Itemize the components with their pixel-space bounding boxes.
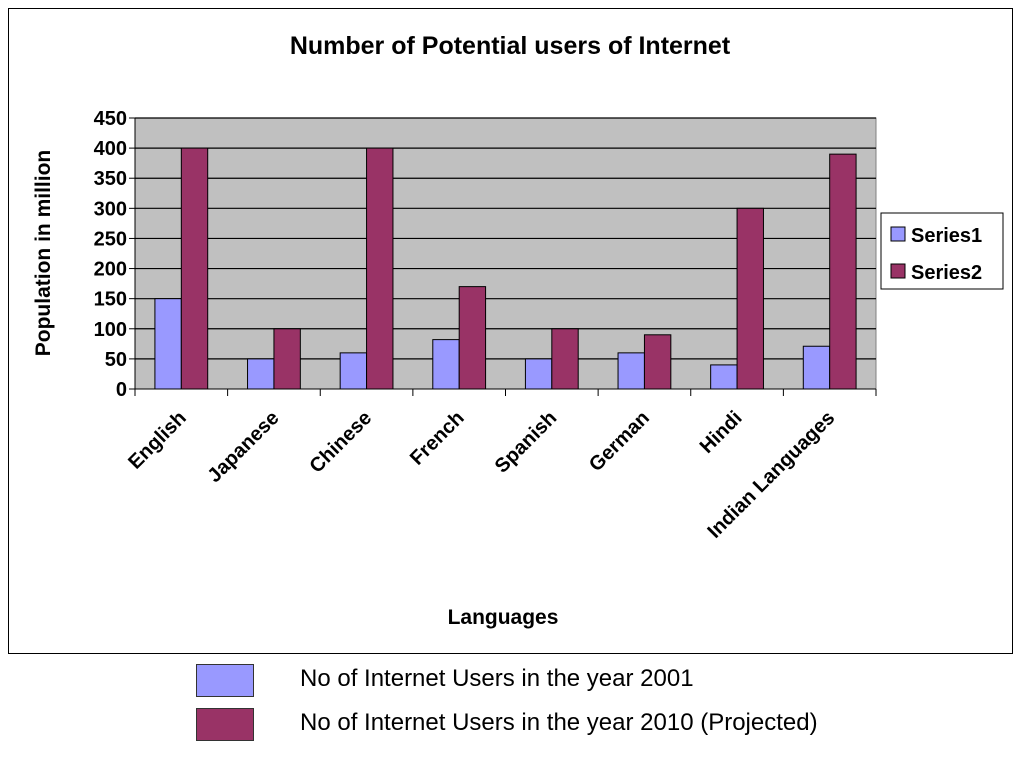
x-tick-label: Japanese (203, 407, 283, 487)
bar-series1-hindi (710, 364, 738, 390)
bars (154, 147, 857, 390)
axes (129, 117, 877, 396)
y-tick-label: 150 (94, 289, 127, 311)
bar-series1-french (432, 339, 460, 390)
bar-series2-spanish (551, 328, 579, 390)
y-tick-label: 0 (116, 379, 127, 401)
y-tick-label: 350 (94, 168, 127, 190)
bar-series2-indian-languages (829, 153, 857, 390)
x-tick-label: French (406, 407, 469, 470)
bar-series2-japanese (273, 328, 301, 390)
x-tick-label: Hindi (696, 407, 747, 458)
y-tick-label: 250 (94, 228, 127, 250)
bar-chart: Number of Potential users of Internet 0 5… (32, 32, 1004, 629)
x-tick-label: Spanish (491, 407, 562, 478)
chart-title: Number of Potential users of Internet (290, 32, 731, 60)
x-tick-label: English (124, 407, 191, 474)
y-tick-label: 200 (94, 259, 127, 281)
bar-series2-english (180, 147, 209, 390)
y-tick-label: 50 (105, 349, 127, 371)
legend: Series1 Series2 (880, 212, 1004, 290)
x-tick-labels: English Japanese Chinese French Spanish Germa… (124, 407, 839, 543)
x-tick-label: German (585, 407, 654, 476)
bar-series1-japanese (247, 358, 275, 390)
bar-series2-french (458, 286, 487, 390)
x-axis-label: Languages (448, 606, 559, 629)
bar-series1-chinese (339, 352, 368, 390)
external-legend-swatch-2001 (196, 664, 254, 697)
bar-series1-english (154, 298, 182, 390)
bar-series2-german (643, 334, 672, 390)
plot-area (134, 117, 877, 390)
legend-label-series2: Series2 (911, 262, 982, 284)
bar-series2-chinese (366, 147, 394, 390)
y-tick-label: 100 (94, 319, 127, 341)
y-tick-labels: 0 50 100 150 200 250 300 350 400 450 (94, 108, 127, 401)
y-axis-label: Population in million (32, 150, 55, 356)
external-legend-label-2010: No of Internet Users in the year 2010 (P… (300, 709, 818, 736)
external-legend-label-2001: No of Internet Users in the year 2001 (300, 665, 694, 692)
bar-series1-indian-languages (802, 345, 831, 390)
legend-label-series1: Series1 (911, 225, 982, 247)
bar-series1-german (617, 352, 645, 390)
y-tick-label: 300 (94, 198, 127, 220)
legend-swatch-series2 (890, 263, 906, 279)
y-tick-label: 400 (94, 138, 127, 160)
external-legend-swatch-2010 (196, 708, 254, 741)
legend-swatch-series1 (890, 226, 906, 242)
x-tick-label: Chinese (306, 407, 377, 478)
bar-series2-hindi (736, 207, 764, 390)
y-tick-label: 450 (94, 108, 127, 130)
bar-series1-spanish (524, 358, 553, 390)
